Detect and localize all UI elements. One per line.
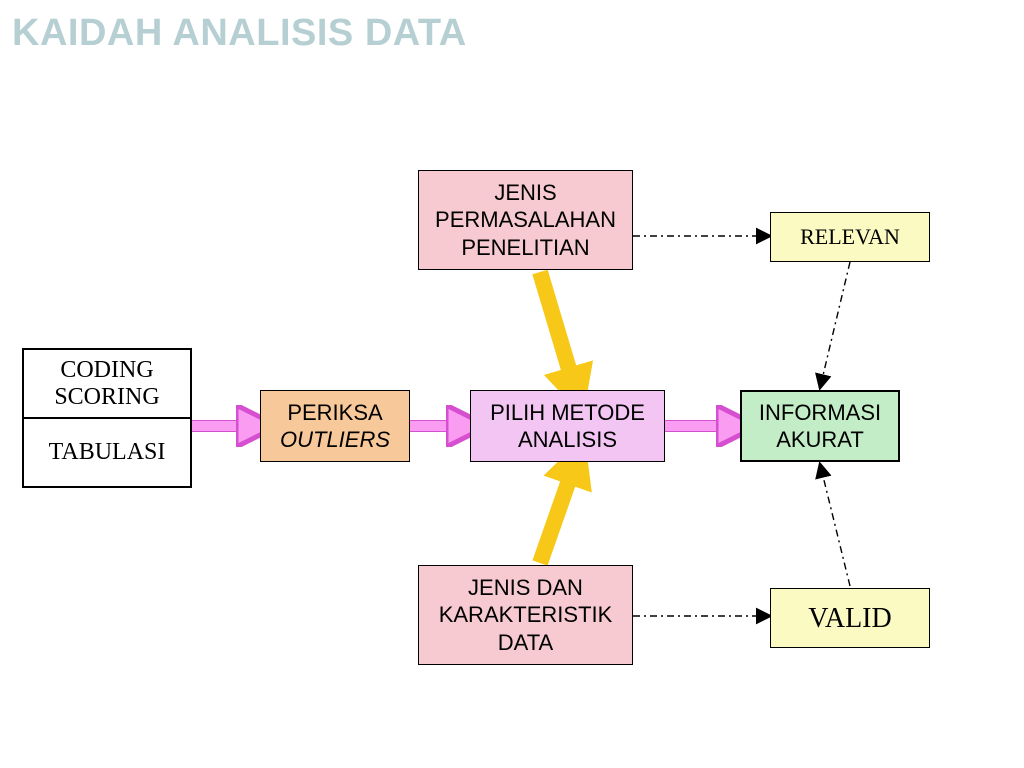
- node-relevan: RELEVAN: [770, 212, 930, 262]
- jenis-perm-line2: PERMASALAHAN: [435, 206, 616, 234]
- informasi-line1: INFORMASI: [759, 399, 881, 427]
- pilih-line1: PILIH METODE: [490, 399, 645, 427]
- coding-top: CODING SCORING: [24, 350, 190, 419]
- relevan-text: RELEVAN: [800, 223, 900, 251]
- title-text: KAIDAH ANALISIS DATA: [12, 12, 467, 54]
- jenis-perm-line3: PENELITIAN: [461, 234, 589, 262]
- periksa-line2: OUTLIERS: [280, 426, 390, 454]
- jenis-kar-line1: JENIS DAN: [468, 574, 583, 602]
- jenis-perm-line1: JENIS: [494, 179, 556, 207]
- page-title: KAIDAH ANALISIS DATA: [12, 12, 467, 55]
- pilih-line2: ANALISIS: [518, 426, 617, 454]
- coding-line2: SCORING: [54, 384, 159, 411]
- coding-tabulasi: TABULASI: [49, 439, 166, 466]
- jenis-kar-line2: KARAKTERISTIK: [439, 601, 613, 629]
- valid-text: VALID: [808, 601, 891, 636]
- node-pilih-metode: PILIH METODE ANALISIS: [470, 390, 665, 462]
- periksa-line1: PERIKSA: [287, 399, 382, 427]
- node-periksa-outliers: PERIKSA OUTLIERS: [260, 390, 410, 462]
- coding-line1: CODING: [54, 357, 159, 384]
- coding-bottom: TABULASI: [24, 419, 190, 486]
- node-coding: CODING SCORING TABULASI: [22, 348, 192, 488]
- node-informasi-akurat: INFORMASI AKURAT: [740, 390, 900, 462]
- informasi-line2: AKURAT: [776, 426, 864, 454]
- node-jenis-permasalahan: JENIS PERMASALAHAN PENELITIAN: [418, 170, 633, 270]
- node-valid: VALID: [770, 588, 930, 648]
- jenis-kar-line3: DATA: [498, 629, 553, 657]
- node-jenis-karakteristik: JENIS DAN KARAKTERISTIK DATA: [418, 565, 633, 665]
